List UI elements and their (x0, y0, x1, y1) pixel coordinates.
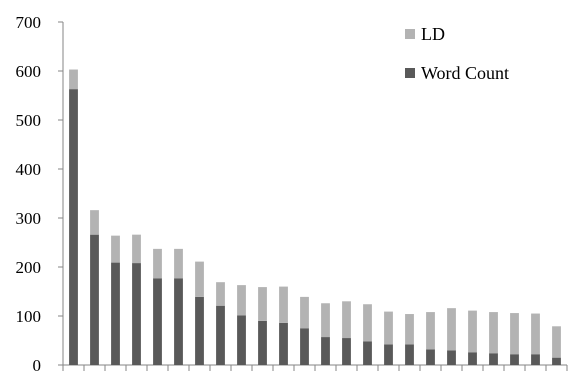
bar-ld (300, 296, 309, 329)
legend-label: Word Count (421, 63, 509, 83)
bar-word-count (279, 322, 288, 365)
y-tick-label: 200 (16, 258, 42, 277)
bar-ld (174, 248, 183, 279)
bar-word-count (468, 352, 477, 365)
bar-ld (405, 314, 414, 345)
bar-ld (552, 326, 561, 358)
bar-word-count (153, 278, 162, 365)
bar-ld (531, 313, 540, 355)
bar-ld (153, 248, 162, 279)
bar-ld (69, 69, 78, 90)
bar-ld (132, 234, 141, 264)
bar-word-count (384, 344, 393, 365)
x-axis (62, 364, 568, 371)
bar-word-count (258, 320, 267, 365)
bar-ld (258, 287, 267, 321)
bar-word-count (111, 262, 120, 365)
bar-word-count (405, 344, 414, 365)
bar-ld (447, 308, 456, 351)
bar-ld (321, 303, 330, 338)
bar-word-count (552, 357, 561, 365)
bar-ld (363, 304, 372, 342)
y-tick-label: 300 (16, 209, 42, 228)
bar-word-count (195, 296, 204, 365)
bar-ld (216, 282, 225, 306)
bar-ld (489, 312, 498, 354)
y-tick-label: 600 (16, 62, 42, 81)
bar-word-count (531, 354, 540, 365)
bar-ld (279, 286, 288, 323)
legend: LD Word Count (405, 24, 509, 83)
bar-ld (426, 312, 435, 350)
y-axis: 0 100 200 300 400 500 600 700 (16, 13, 64, 375)
bar-ld (195, 261, 204, 297)
bar-word-count (321, 337, 330, 365)
bar-word-count (447, 350, 456, 365)
bar-word-count (342, 338, 351, 365)
y-tick-label: 500 (16, 111, 42, 130)
bar-word-count (510, 354, 519, 365)
legend-label: LD (421, 24, 445, 44)
bars-group (69, 69, 561, 365)
y-tick-label: 0 (33, 356, 42, 371)
legend-swatch (405, 68, 415, 78)
legend-swatch (405, 29, 415, 39)
bar-word-count (237, 315, 246, 365)
bar-ld (510, 313, 519, 355)
y-tick-label: 700 (16, 13, 42, 32)
bar-word-count (69, 89, 78, 365)
bar-ld (237, 285, 246, 316)
y-tick-label: 400 (16, 160, 42, 179)
bar-word-count (216, 305, 225, 365)
bar-ld (468, 310, 477, 353)
bar-word-count (363, 341, 372, 365)
bar-ld (111, 235, 120, 263)
bar-word-count (90, 234, 99, 365)
bar-ld (384, 311, 393, 345)
bar-ld (342, 301, 351, 339)
bar-word-count (489, 353, 498, 365)
bar-word-count (174, 278, 183, 365)
bar-ld (90, 210, 99, 235)
y-tick-label: 100 (16, 307, 42, 326)
bar-word-count (300, 328, 309, 365)
bar-word-count (426, 349, 435, 365)
bar-word-count (132, 263, 141, 365)
